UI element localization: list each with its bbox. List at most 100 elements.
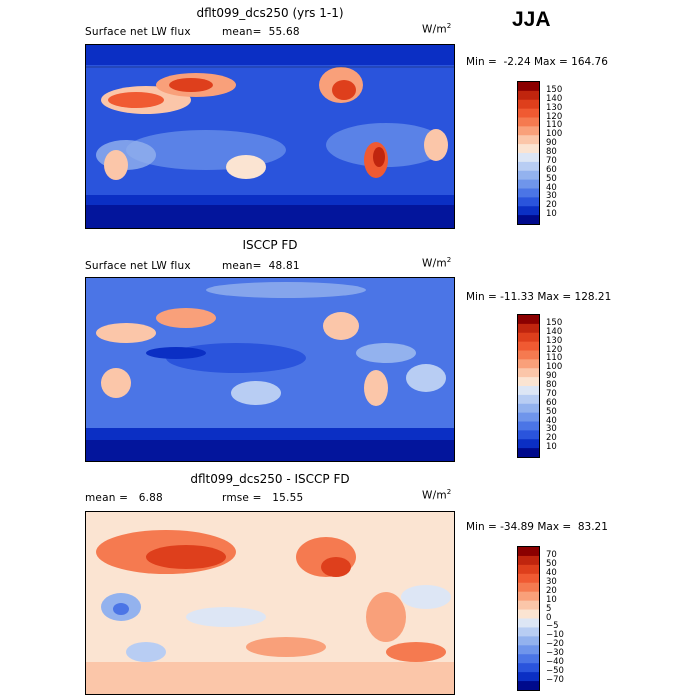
colorbar-swatch — [518, 663, 539, 673]
panel2-colorbar — [517, 314, 540, 458]
colorbar-tick-label: 130 — [546, 102, 563, 113]
colorbar-swatch — [518, 439, 539, 449]
colorbar-tick-label: −5 — [546, 621, 559, 632]
panel2-units: W/m2 — [422, 256, 451, 270]
colorbar-swatch — [518, 403, 539, 414]
panel3-colorbar — [517, 546, 540, 691]
colorbar-tick-label: −70 — [546, 675, 564, 686]
colorbar-tick-label: 80 — [546, 380, 557, 390]
panel3-mean-value: 6.88 — [138, 492, 163, 504]
colorbar-swatch — [518, 108, 539, 118]
colorbar-tick-label: 40 — [546, 567, 557, 578]
colorbar-swatch — [518, 153, 539, 163]
colorbar-tick-label: 140 — [546, 326, 563, 337]
colorbar-tick-label: 40 — [546, 182, 557, 193]
panel1-colorbar — [517, 81, 540, 225]
colorbar-tick-label: 5 — [546, 603, 552, 614]
min-label: Min = — [466, 56, 497, 68]
colorbar-swatch — [518, 323, 539, 334]
colorbar-tick-label: 140 — [546, 93, 563, 104]
panel3-mean: mean = 6.88 — [85, 492, 163, 504]
colorbar-tick-label: 50 — [546, 558, 557, 569]
colorbar-swatch — [518, 600, 539, 611]
season-label: JJA — [512, 8, 551, 31]
colorbar-tick-label: −30 — [546, 648, 564, 659]
panel1-title: dflt099_dcs250 (yrs 1-1) — [196, 6, 344, 20]
colorbar-swatch — [518, 350, 539, 360]
colorbar-tick-label: 90 — [546, 371, 557, 382]
colorbar-tick-label: −10 — [546, 630, 564, 641]
panel2-max-value: 128.21 — [574, 291, 612, 303]
colorbar-swatch — [518, 573, 539, 584]
colorbar-swatch — [518, 144, 539, 154]
colorbar-swatch — [518, 206, 539, 216]
panel3-rmse: rmse = 15.55 — [222, 492, 303, 504]
colorbar-swatch — [518, 547, 539, 557]
colorbar-tick-label: 10 — [546, 442, 557, 453]
units-superscript: 2 — [446, 488, 452, 496]
colorbar-tick-label: 50 — [546, 173, 557, 184]
colorbar-swatch — [518, 609, 539, 619]
units-text: W/m — [422, 23, 447, 36]
colorbar-tick-label: 100 — [546, 129, 563, 140]
colorbar-tick-label: 30 — [546, 191, 557, 202]
colorbar-swatch — [518, 394, 539, 405]
max-label: Max = — [537, 291, 572, 303]
units-text: W/m — [422, 257, 447, 270]
panel1-max-value: 164.76 — [571, 56, 608, 68]
panel3-rmse-value: 15.55 — [272, 492, 304, 504]
colorbar-tick-label: 10 — [546, 209, 557, 220]
panel1-colorbar-labels: 150 140 130 120 110 100 90 80 70 60 50 40 30 20 10 — [546, 85, 586, 227]
colorbar-tick-label: 70 — [546, 549, 557, 560]
colorbar-tick-label: 70 — [546, 155, 557, 166]
colorbar-swatch — [518, 555, 539, 566]
colorbar-swatch — [518, 82, 539, 92]
colorbar-tick-label: 20 — [546, 200, 557, 211]
panel2-mean-key: mean= — [222, 260, 262, 272]
min-label: Min = — [466, 521, 497, 533]
units-superscript: 2 — [446, 256, 452, 264]
panel3-max-value: 83.21 — [577, 521, 608, 533]
colorbar-tick-label: 120 — [546, 344, 563, 355]
panel2-variable-label: Surface net LW flux — [85, 260, 191, 272]
panel1-mean: mean= 55.68 — [222, 26, 300, 38]
colorbar-tick-label: 90 — [546, 138, 557, 149]
colorbar-tick-label: 60 — [546, 397, 557, 408]
panel1-minmax: Min = -2.24 Max = 164.76 — [466, 56, 608, 68]
min-label: Min = — [466, 291, 497, 303]
panel1-variable-label: Surface net LW flux — [85, 26, 191, 38]
colorbar-swatch — [518, 90, 539, 101]
panel2-mean-value: 48.81 — [268, 260, 300, 272]
colorbar-swatch — [518, 386, 539, 396]
colorbar-tick-label: 80 — [546, 147, 557, 157]
panel3-title: dflt099_dcs250 - ISCCP FD — [190, 472, 350, 486]
max-label: Max = — [537, 521, 572, 533]
panel1-mean-key: mean= — [222, 26, 262, 38]
colorbar-swatch — [518, 341, 539, 351]
panel2-map — [85, 277, 455, 462]
colorbar-tick-label: 40 — [546, 415, 557, 426]
colorbar-tick-label: −50 — [546, 666, 564, 677]
colorbar-swatch — [518, 99, 539, 110]
panel3-mean-key: mean = — [85, 492, 129, 504]
colorbar-tick-label: 30 — [546, 576, 557, 587]
colorbar-tick-label: 10 — [546, 594, 557, 605]
colorbar-swatch — [518, 591, 539, 602]
colorbar-swatch — [518, 126, 539, 136]
panel3-min-value: -34.89 — [500, 521, 534, 533]
colorbar-tick-label: 50 — [546, 406, 557, 417]
colorbar-swatch — [518, 188, 539, 198]
colorbar-swatch — [518, 564, 539, 575]
colorbar-swatch — [518, 421, 539, 431]
colorbar-swatch — [518, 448, 539, 457]
colorbar-swatch — [518, 179, 539, 189]
colorbar-swatch — [518, 377, 539, 387]
colorbar-swatch — [518, 170, 539, 181]
panel2-title: ISCCP FD — [242, 238, 298, 252]
colorbar-swatch — [518, 117, 539, 127]
panel3-minmax: Min = -34.89 Max = 83.21 — [466, 521, 608, 533]
colorbar-tick-label: 0 — [546, 612, 552, 623]
panel2-minmax: Min = -11.33 Max = 128.21 — [466, 291, 611, 303]
panel2-min-value: -11.33 — [500, 291, 534, 303]
colorbar-swatch — [518, 681, 539, 690]
